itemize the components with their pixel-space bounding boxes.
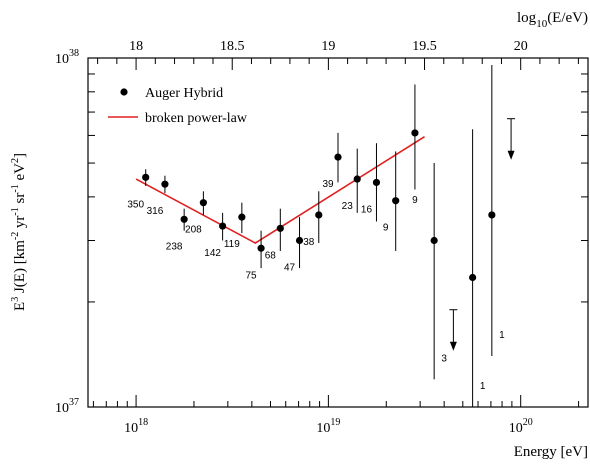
data-point (315, 211, 323, 219)
event-count-label: 316 (147, 206, 164, 217)
upper-limit-arrow (507, 150, 515, 160)
y-tick-label: 1038 (55, 48, 79, 67)
x-tick-label-bottom: 1018 (124, 417, 148, 436)
event-count-label: 350 (127, 199, 144, 210)
x-axis-label: Energy [eV] (514, 444, 588, 460)
data-point (199, 199, 207, 207)
data-point (411, 129, 419, 137)
upper-limit-arrow (449, 341, 457, 351)
x-tick-label-top: 20 (514, 39, 528, 54)
data-point (334, 153, 342, 161)
data-point (295, 236, 304, 245)
data-point (353, 175, 361, 183)
event-count-label: 3 (441, 353, 447, 364)
data-point (276, 224, 284, 232)
data-point (372, 178, 381, 187)
x-ticks (92, 58, 580, 407)
event-count-label: 142 (204, 248, 221, 259)
event-count-label: 208 (185, 225, 202, 236)
event-count-label: 47 (284, 262, 296, 273)
x-tick-label-top: 18 (129, 39, 143, 54)
event-count-label: 119 (224, 239, 240, 250)
data-point (430, 236, 438, 245)
y-axis-label: E3 J(E) [km-2 yr-1 sr-1 eV2] (10, 153, 28, 311)
event-count-label: 23 (342, 201, 354, 212)
event-count-label: 16 (361, 204, 373, 215)
event-count-label: 238 (166, 241, 183, 252)
y-tick-label: 1037 (55, 397, 79, 416)
x-tick-label-bottom: 1019 (316, 417, 340, 436)
x-tick-label-top: 18.5 (220, 39, 245, 54)
x-tick-label-top: 19.5 (412, 39, 437, 54)
event-count-label: 1 (480, 381, 486, 392)
event-count-label: 9 (383, 223, 389, 234)
data-point (392, 197, 400, 205)
data-point (257, 244, 265, 252)
x-tick-label-bottom: 1020 (509, 417, 533, 436)
y-ticks (88, 57, 588, 408)
data-point (238, 213, 246, 221)
data-point (142, 173, 150, 181)
event-count-label: 9 (412, 195, 418, 206)
legend-label: Auger Hybrid (145, 86, 223, 101)
legend-marker-dot (120, 88, 128, 96)
event-count-label: 38 (303, 237, 315, 248)
legend-label: broken power-law (145, 111, 248, 126)
data-point (161, 180, 169, 188)
event-count-label: 68 (265, 250, 277, 261)
data-point (469, 273, 477, 282)
data-point (180, 215, 188, 223)
data-point (219, 222, 227, 230)
event-count-label: 1 (499, 330, 505, 341)
event-count-label: 39 (322, 179, 334, 190)
fit-line (135, 136, 425, 244)
x-tick-label-top: 19 (321, 39, 335, 54)
data-point (488, 211, 496, 219)
event-count-label: 75 (246, 270, 258, 281)
x2-axis-label: log10(E/eV) (517, 10, 588, 30)
plot-frame (87, 57, 589, 408)
